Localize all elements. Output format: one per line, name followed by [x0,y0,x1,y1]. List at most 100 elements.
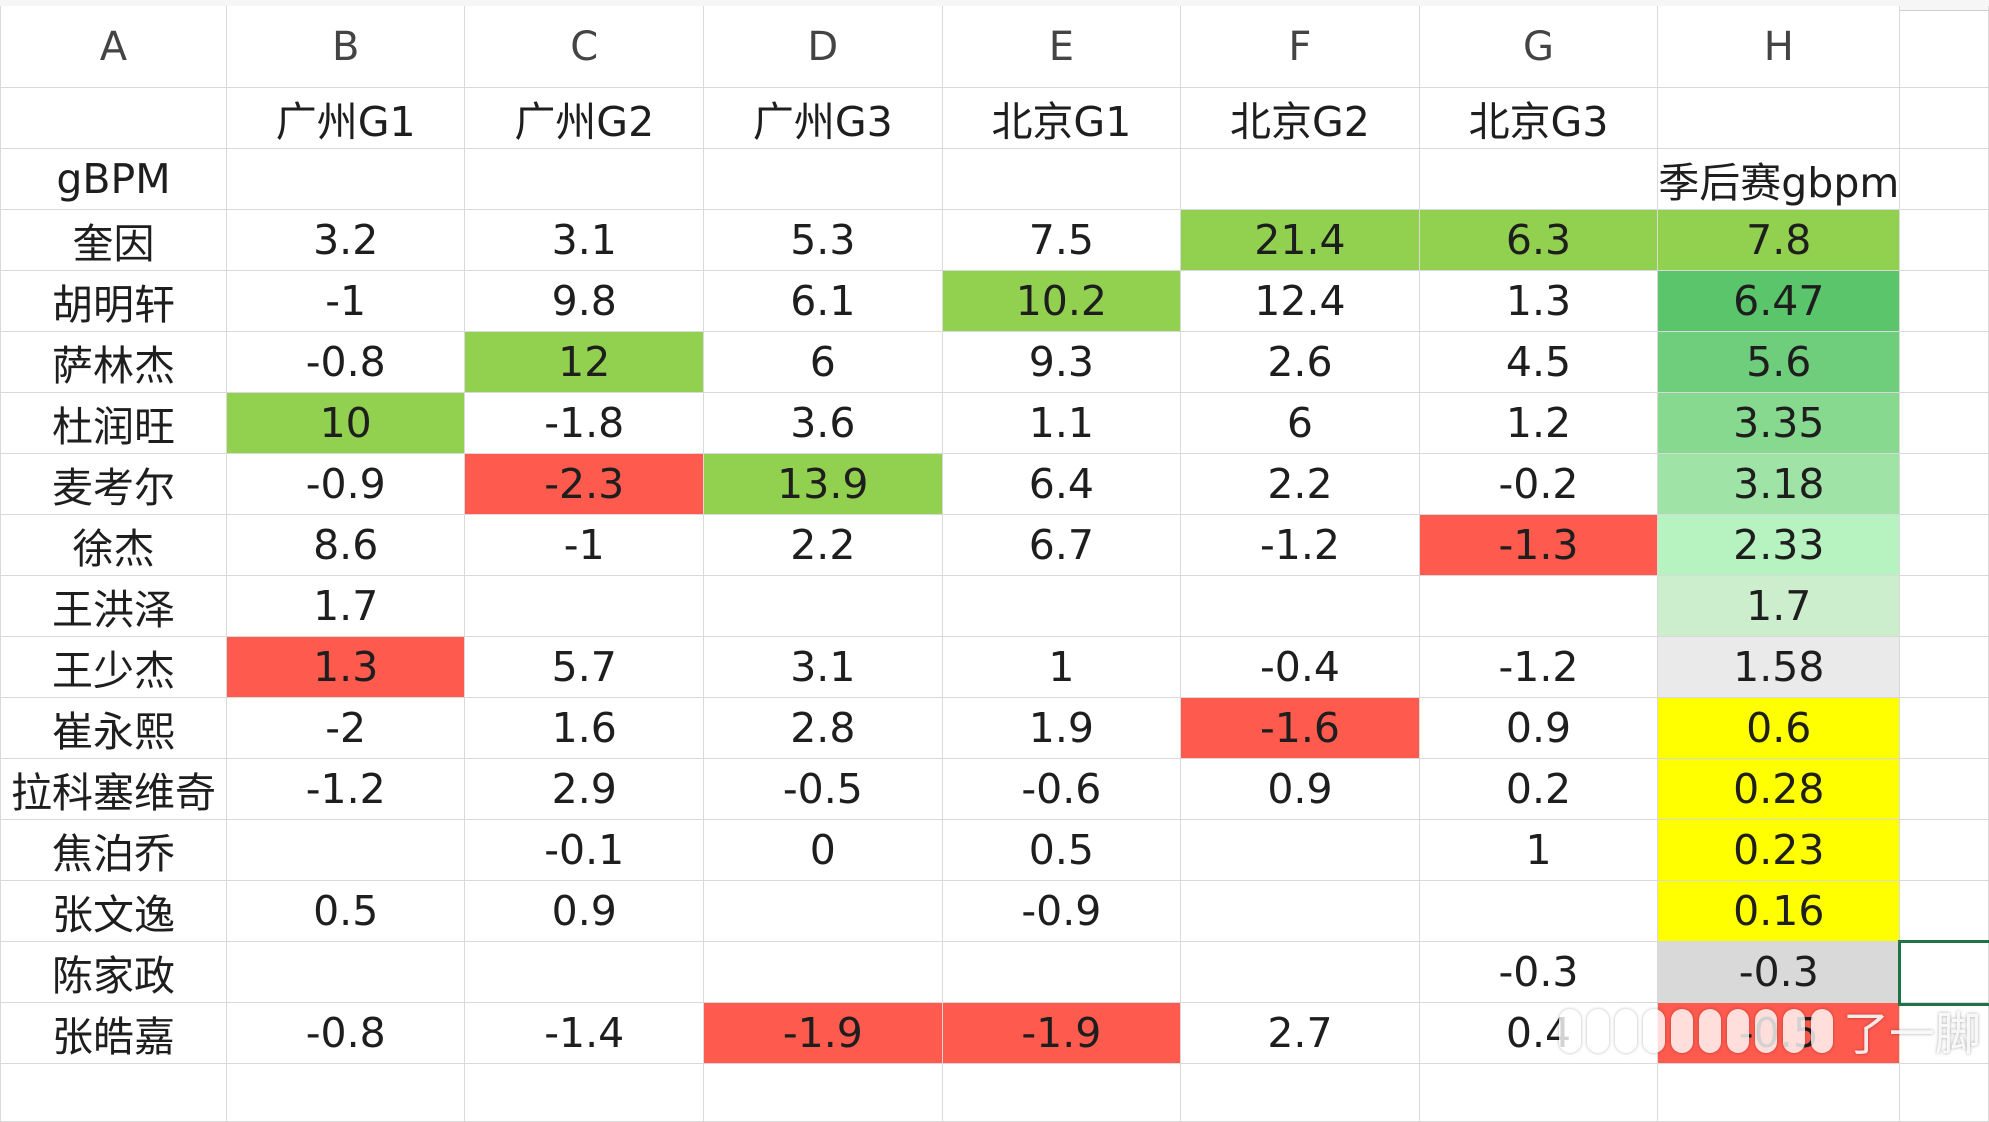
game-gbpm-cell[interactable]: 5.3 [703,209,943,271]
empty-cell[interactable] [1180,148,1420,210]
empty-cell[interactable] [1657,1063,1901,1122]
column-header-d[interactable]: D [703,6,943,88]
game-gbpm-cell[interactable] [1180,941,1420,1003]
playoff-gbpm-cell[interactable]: 5.6 [1657,331,1901,393]
player-name-cell[interactable]: 陈家政 [0,941,227,1003]
game-gbpm-cell[interactable]: -0.1 [464,819,705,881]
game-gbpm-cell[interactable]: 9.8 [464,270,705,332]
game-gbpm-cell[interactable]: 3.1 [464,209,705,271]
game-gbpm-cell[interactable]: -1.9 [941,1002,1182,1064]
player-name-cell[interactable]: 王少杰 [0,636,227,698]
game-gbpm-cell[interactable]: 2.7 [1180,1002,1420,1064]
player-name-cell[interactable]: 奎因 [0,209,227,271]
game-header-cell[interactable] [1657,87,1901,149]
game-gbpm-cell[interactable]: -1.6 [1180,697,1420,759]
game-gbpm-cell[interactable]: -0.6 [941,758,1182,820]
empty-cell[interactable] [1899,636,1989,698]
game-gbpm-cell[interactable] [941,575,1182,637]
game-gbpm-cell[interactable]: 7.5 [941,209,1182,271]
game-gbpm-cell[interactable]: 0.5 [941,819,1182,881]
game-header-cell[interactable]: 广州G2 [464,87,705,149]
game-gbpm-cell[interactable]: 2.8 [703,697,943,759]
game-gbpm-cell[interactable] [703,880,943,942]
game-gbpm-cell[interactable]: -0.3 [1418,941,1659,1003]
empty-cell[interactable] [225,1063,466,1122]
player-name-cell[interactable]: 萨林杰 [0,331,227,393]
game-gbpm-cell[interactable]: 3.2 [225,209,466,271]
game-gbpm-cell[interactable]: -0.4 [1180,636,1420,698]
empty-cell[interactable] [1899,1002,1989,1064]
player-name-cell[interactable]: 王洪泽 [0,575,227,637]
empty-cell[interactable] [0,1063,227,1122]
game-gbpm-cell[interactable]: 1.1 [941,392,1182,454]
game-gbpm-cell[interactable]: 1.6 [464,697,705,759]
game-gbpm-cell[interactable]: 8.6 [225,514,466,576]
game-gbpm-cell[interactable]: -0.9 [941,880,1182,942]
game-gbpm-cell[interactable] [1418,575,1659,637]
game-gbpm-cell[interactable]: 6.7 [941,514,1182,576]
playoff-gbpm-cell[interactable]: 1.58 [1657,636,1901,698]
empty-cell[interactable] [941,148,1182,210]
game-gbpm-cell[interactable]: 3.6 [703,392,943,454]
game-gbpm-cell[interactable] [1418,880,1659,942]
playoff-gbpm-cell[interactable]: -0.5 [1657,1002,1901,1064]
game-gbpm-cell[interactable]: -0.2 [1418,453,1659,515]
game-gbpm-cell[interactable]: -1.3 [1418,514,1659,576]
game-gbpm-cell[interactable]: 2.2 [703,514,943,576]
game-gbpm-cell[interactable]: 1 [941,636,1182,698]
empty-cell[interactable] [1899,575,1989,637]
game-gbpm-cell[interactable]: 21.4 [1180,209,1420,271]
playoff-gbpm-cell[interactable]: 7.8 [1657,209,1901,271]
game-gbpm-cell[interactable] [464,575,705,637]
game-gbpm-cell[interactable]: 9.3 [941,331,1182,393]
game-gbpm-cell[interactable]: 6.4 [941,453,1182,515]
game-header-cell[interactable]: 北京G1 [941,87,1182,149]
player-name-cell[interactable]: 崔永熙 [0,697,227,759]
playoff-gbpm-cell[interactable]: 0.16 [1657,880,1901,942]
game-gbpm-cell[interactable]: -0.9 [225,453,466,515]
game-gbpm-cell[interactable]: 2.9 [464,758,705,820]
game-gbpm-cell[interactable]: -1.2 [225,758,466,820]
empty-cell[interactable] [703,148,943,210]
empty-cell[interactable] [1899,87,1989,149]
empty-cell[interactable] [1899,880,1989,942]
game-gbpm-cell[interactable] [225,819,466,881]
empty-cell[interactable] [464,1063,705,1122]
game-gbpm-cell[interactable]: -1.2 [1418,636,1659,698]
game-gbpm-cell[interactable]: -1 [225,270,466,332]
player-name-cell[interactable]: 杜润旺 [0,392,227,454]
game-gbpm-cell[interactable]: 6.1 [703,270,943,332]
player-name-cell[interactable]: 拉科塞维奇 [0,758,227,820]
empty-cell[interactable] [1899,270,1989,332]
playoff-gbpm-header[interactable]: 季后赛gbpm [1657,148,1901,210]
column-header-f[interactable]: F [1180,6,1420,88]
column-header-a[interactable]: A [0,6,227,88]
player-name-cell[interactable]: 胡明轩 [0,270,227,332]
game-gbpm-cell[interactable]: 12 [464,331,705,393]
playoff-gbpm-cell[interactable]: -0.3 [1657,941,1901,1003]
playoff-gbpm-cell[interactable]: 3.35 [1657,392,1901,454]
game-gbpm-cell[interactable] [941,941,1182,1003]
game-header-cell[interactable]: 广州G3 [703,87,943,149]
game-gbpm-cell[interactable]: 0.9 [1180,758,1420,820]
game-gbpm-cell[interactable]: 0.9 [1418,697,1659,759]
empty-cell[interactable] [1180,1063,1420,1122]
game-gbpm-cell[interactable] [703,941,943,1003]
playoff-gbpm-cell[interactable]: 0.28 [1657,758,1901,820]
playoff-gbpm-cell[interactable]: 1.7 [1657,575,1901,637]
game-gbpm-cell[interactable]: 6 [1180,392,1420,454]
playoff-gbpm-cell[interactable]: 0.23 [1657,819,1901,881]
game-gbpm-cell[interactable]: 1.3 [1418,270,1659,332]
game-gbpm-cell[interactable]: 1.9 [941,697,1182,759]
game-gbpm-cell[interactable]: 10 [225,392,466,454]
empty-cell[interactable] [225,148,466,210]
empty-cell[interactable] [1899,1063,1989,1122]
game-gbpm-cell[interactable]: -0.5 [703,758,943,820]
player-name-cell[interactable]: 张皓嘉 [0,1002,227,1064]
empty-cell[interactable] [1899,148,1989,210]
game-gbpm-cell[interactable]: -1.9 [703,1002,943,1064]
game-header-cell[interactable] [0,87,227,149]
game-gbpm-cell[interactable]: -2 [225,697,466,759]
empty-cell[interactable] [1899,697,1989,759]
player-name-cell[interactable]: 张文逸 [0,880,227,942]
